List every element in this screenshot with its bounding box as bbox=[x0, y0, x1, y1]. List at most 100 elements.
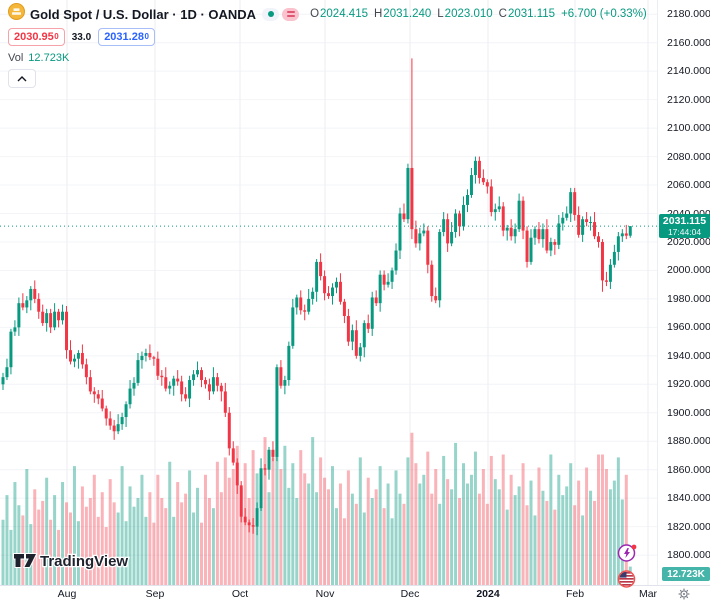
candle-body bbox=[299, 297, 303, 311]
volume-bar bbox=[450, 489, 454, 585]
volume-bar bbox=[132, 506, 136, 585]
volume-bar bbox=[267, 492, 271, 585]
candle-body bbox=[108, 418, 112, 426]
instant-trading-button[interactable] bbox=[617, 543, 638, 568]
legend: Gold Spot / U.S. Dollar · 1D · OANDA O 20… bbox=[8, 3, 647, 88]
candle-body bbox=[283, 380, 287, 386]
volume-bar bbox=[462, 463, 466, 585]
ohlc-values: O 2024.415 H 2031.240 L 2023.010 C 2031.115 … bbox=[310, 8, 647, 20]
candle-body bbox=[517, 200, 521, 230]
candle-body bbox=[136, 360, 140, 383]
volume-bar bbox=[68, 512, 72, 585]
volume-bar bbox=[116, 512, 120, 585]
volume-bar bbox=[581, 515, 585, 585]
candle-body bbox=[112, 425, 116, 432]
volume-bar bbox=[112, 502, 116, 585]
volume-indicator-label[interactable]: Vol bbox=[8, 52, 24, 64]
volume-bar bbox=[593, 500, 597, 585]
volume-bar bbox=[215, 461, 219, 585]
volume-bar bbox=[378, 466, 382, 585]
lightning-icon bbox=[624, 548, 630, 558]
last-price-label: 2031.115 17:44:04 bbox=[659, 214, 710, 239]
candle-body bbox=[402, 213, 406, 220]
volume-bar bbox=[390, 518, 394, 585]
volume-bar bbox=[192, 512, 196, 585]
price-axis[interactable]: 2031.115 17:44:04 12.723K 2180.000 2160.0… bbox=[657, 0, 710, 585]
chart-canvas[interactable]: Gold Spot / U.S. Dollar · 1D · OANDA O 20… bbox=[0, 0, 657, 588]
volume-bar bbox=[319, 457, 323, 585]
candle-body bbox=[144, 352, 148, 356]
candle-body bbox=[33, 288, 37, 299]
candle-body bbox=[366, 323, 370, 329]
candle-body bbox=[541, 229, 545, 240]
volume-bar bbox=[561, 495, 565, 585]
buy-button[interactable]: 2031.28 0 bbox=[98, 28, 155, 46]
candle-body bbox=[426, 230, 430, 265]
time-tick-label: Mar bbox=[638, 588, 658, 600]
volume-bar bbox=[465, 483, 469, 585]
volume-bar bbox=[88, 498, 92, 585]
candle-body bbox=[255, 508, 259, 527]
volume-bar bbox=[303, 473, 307, 585]
time-axis[interactable]: Aug Sep Oct Nov Dec 2024 Feb Mar bbox=[0, 585, 657, 601]
volume-bar bbox=[136, 498, 140, 585]
candle-body bbox=[247, 522, 251, 526]
candle-body bbox=[271, 449, 275, 457]
candle-body bbox=[192, 374, 196, 381]
market-status-button[interactable] bbox=[262, 7, 280, 21]
candle-body bbox=[57, 311, 61, 321]
candle-body bbox=[17, 303, 21, 328]
volume-bar bbox=[624, 474, 628, 585]
candle-body bbox=[477, 160, 481, 178]
candle-body bbox=[398, 213, 402, 251]
candlestick-chart[interactable] bbox=[0, 0, 657, 585]
candle-body bbox=[394, 250, 398, 271]
candle-body bbox=[203, 380, 207, 385]
candle-body bbox=[65, 311, 69, 351]
candle-body bbox=[176, 378, 180, 382]
candle-body bbox=[319, 261, 323, 277]
candle-body bbox=[612, 251, 616, 265]
volume-bar bbox=[354, 503, 358, 585]
candle-body bbox=[521, 200, 525, 231]
tradingview-watermark[interactable]: TradingView bbox=[12, 549, 142, 573]
volume-bar bbox=[200, 522, 203, 585]
volume-bar bbox=[533, 515, 537, 585]
candle-body bbox=[156, 358, 160, 376]
volume-bar bbox=[223, 457, 227, 585]
volume-bar bbox=[156, 474, 160, 585]
volume-bar bbox=[9, 529, 13, 585]
candle-body bbox=[430, 264, 434, 297]
price-tick-label: 1860.000 bbox=[667, 463, 710, 476]
volume-bar bbox=[299, 450, 303, 585]
sell-button[interactable]: 2030.95 0 bbox=[8, 28, 65, 46]
collapse-legend-button[interactable] bbox=[8, 69, 36, 88]
symbol-title[interactable]: Gold Spot / U.S. Dollar · 1D · OANDA bbox=[30, 6, 257, 22]
volume-bar bbox=[481, 469, 485, 585]
volume-bar bbox=[557, 474, 561, 585]
candle-body bbox=[29, 288, 33, 301]
volume-bar bbox=[362, 512, 366, 585]
candle-body bbox=[84, 364, 88, 378]
volume-bar bbox=[493, 479, 497, 585]
volume-bar bbox=[5, 495, 9, 585]
candle-body bbox=[342, 301, 346, 316]
volume-bar bbox=[180, 502, 184, 585]
volume-bar bbox=[334, 508, 338, 585]
price-tick-label: 1920.000 bbox=[667, 378, 710, 391]
volume-bar bbox=[366, 477, 370, 585]
volume-bar bbox=[271, 457, 275, 585]
market-country-button[interactable] bbox=[617, 569, 638, 594]
candle-body bbox=[68, 350, 72, 362]
time-tick-label: Feb bbox=[565, 588, 585, 600]
candle-body bbox=[235, 462, 239, 486]
candle-body bbox=[25, 300, 29, 308]
candle-body bbox=[168, 385, 172, 389]
candle-body bbox=[418, 233, 422, 244]
volume-bar bbox=[144, 516, 148, 585]
symbol-menu-button[interactable] bbox=[282, 7, 300, 21]
candle-body bbox=[41, 311, 45, 324]
volume-bar bbox=[469, 474, 473, 585]
volume-bar bbox=[160, 498, 164, 585]
axis-settings-button[interactable] bbox=[657, 585, 710, 601]
